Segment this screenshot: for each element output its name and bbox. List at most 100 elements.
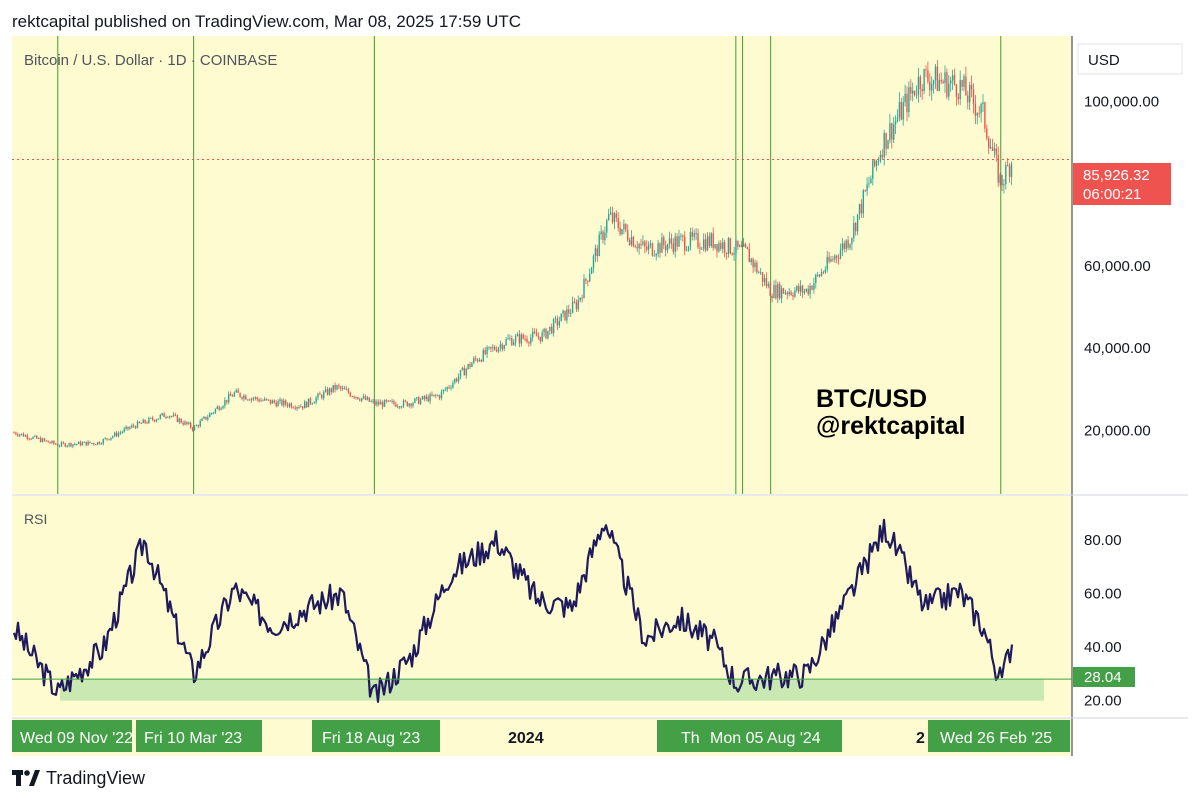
price-candle-body xyxy=(51,440,53,444)
price-candle-body xyxy=(908,87,910,113)
price-candle-body xyxy=(794,290,796,297)
price-candle-body xyxy=(636,246,638,249)
price-candle-body xyxy=(697,233,699,248)
price-candle-body xyxy=(349,392,351,397)
currency-label: USD xyxy=(1088,52,1120,69)
price-candle-body xyxy=(13,432,15,434)
price-candle-body xyxy=(963,76,965,87)
price-candle-body xyxy=(309,398,312,404)
price-candle-body xyxy=(281,399,283,406)
price-candle-body xyxy=(277,401,279,407)
price-candle-body xyxy=(197,425,199,427)
price-candle-body xyxy=(153,419,156,422)
price-candle-body xyxy=(526,338,528,343)
price-candle-body xyxy=(885,133,887,149)
footer-brand[interactable]: TradingView xyxy=(12,768,145,789)
price-candle-body xyxy=(218,406,220,410)
price-candle-body xyxy=(934,66,937,81)
price-candle-body xyxy=(76,443,78,445)
price-candle-body xyxy=(760,272,762,274)
time-axis-badge xyxy=(12,720,132,752)
price-candle-body xyxy=(247,399,249,401)
price-candle-body xyxy=(997,154,999,183)
price-candle-body xyxy=(621,228,623,235)
price-candle-body xyxy=(286,404,289,407)
price-candle-body xyxy=(418,397,420,404)
price-candle-body xyxy=(26,435,28,439)
price-candle-body xyxy=(965,76,967,96)
price-candle-body xyxy=(452,382,454,388)
price-candle-body xyxy=(606,220,608,233)
price-candle-body xyxy=(332,384,334,393)
price-candle-body xyxy=(957,96,959,100)
price-candle-body xyxy=(948,83,950,97)
time-axis-badge xyxy=(136,720,262,752)
price-candle-body xyxy=(900,102,902,120)
price-candle-body xyxy=(554,318,557,320)
price-candle-body xyxy=(811,285,813,290)
price-candle-body xyxy=(220,408,222,410)
price-candle-body xyxy=(486,347,488,355)
price-candle-body xyxy=(228,394,230,403)
price-candle-body xyxy=(72,444,74,447)
price-candle-body xyxy=(748,249,750,263)
currency-box[interactable] xyxy=(1077,43,1183,75)
price-candle-body xyxy=(45,440,47,442)
price-candle-body xyxy=(96,442,99,445)
price-candle-body xyxy=(767,283,769,287)
price-candle-body xyxy=(304,401,306,409)
price-candle-body xyxy=(36,435,38,439)
footer-brand-text: TradingView xyxy=(46,768,146,788)
price-candle-body xyxy=(440,391,443,399)
rsi-line xyxy=(12,518,1014,703)
price-candle-body xyxy=(121,431,123,433)
price-candle-body xyxy=(919,76,921,90)
price-candle-body xyxy=(699,247,701,249)
price-candle-body xyxy=(790,291,792,295)
price-candle-body xyxy=(492,347,494,349)
price-candle-body xyxy=(761,272,764,282)
price-candle-body xyxy=(334,384,336,390)
price-candle-body xyxy=(915,94,918,96)
price-candle-body xyxy=(750,258,752,263)
symbol-line: Bitcoin / U.S. Dollar · 1D · COINBASE xyxy=(24,52,277,69)
price-candle-body xyxy=(942,81,944,84)
price-candle-body xyxy=(100,443,103,445)
price-candle-body xyxy=(252,398,255,400)
price-candle-body xyxy=(342,387,344,389)
price-candle-body xyxy=(826,256,828,270)
price-candle-body xyxy=(758,272,760,274)
price-candle-body xyxy=(60,442,63,446)
price-candle-body xyxy=(172,414,175,417)
price-candle-body xyxy=(494,347,496,350)
price-candle-body xyxy=(380,402,382,405)
rsi-label: RSI xyxy=(24,511,47,527)
price-candle-body xyxy=(381,402,384,407)
time-axis-label: Fri 18 Aug '23 xyxy=(322,730,420,747)
price-candle-body xyxy=(167,417,169,419)
price-candle-body xyxy=(893,124,895,140)
price-candle-body xyxy=(478,359,481,362)
price-candle-body xyxy=(421,396,424,400)
price-candle-body xyxy=(851,238,853,245)
price-candle-body xyxy=(503,345,505,350)
price-candle-body xyxy=(706,236,709,251)
price-candle-body xyxy=(731,253,733,255)
price-candle-body xyxy=(93,443,95,445)
price-candle-body xyxy=(959,79,961,100)
price-candle-body xyxy=(55,443,57,445)
price-candle-body xyxy=(887,140,889,149)
price-candle-body xyxy=(216,406,218,409)
price-candle-body xyxy=(115,432,118,437)
price-candle-body xyxy=(524,338,526,340)
price-candle-body xyxy=(520,334,522,344)
price-candle-body xyxy=(108,439,110,441)
price-candle-body xyxy=(891,123,893,140)
price-candle-body xyxy=(155,419,158,422)
price-candle-body xyxy=(921,89,923,92)
price-candle-body xyxy=(710,233,712,246)
price-candle-body xyxy=(87,441,89,446)
price-candle-body xyxy=(986,128,988,139)
price-candle-body xyxy=(881,154,883,158)
